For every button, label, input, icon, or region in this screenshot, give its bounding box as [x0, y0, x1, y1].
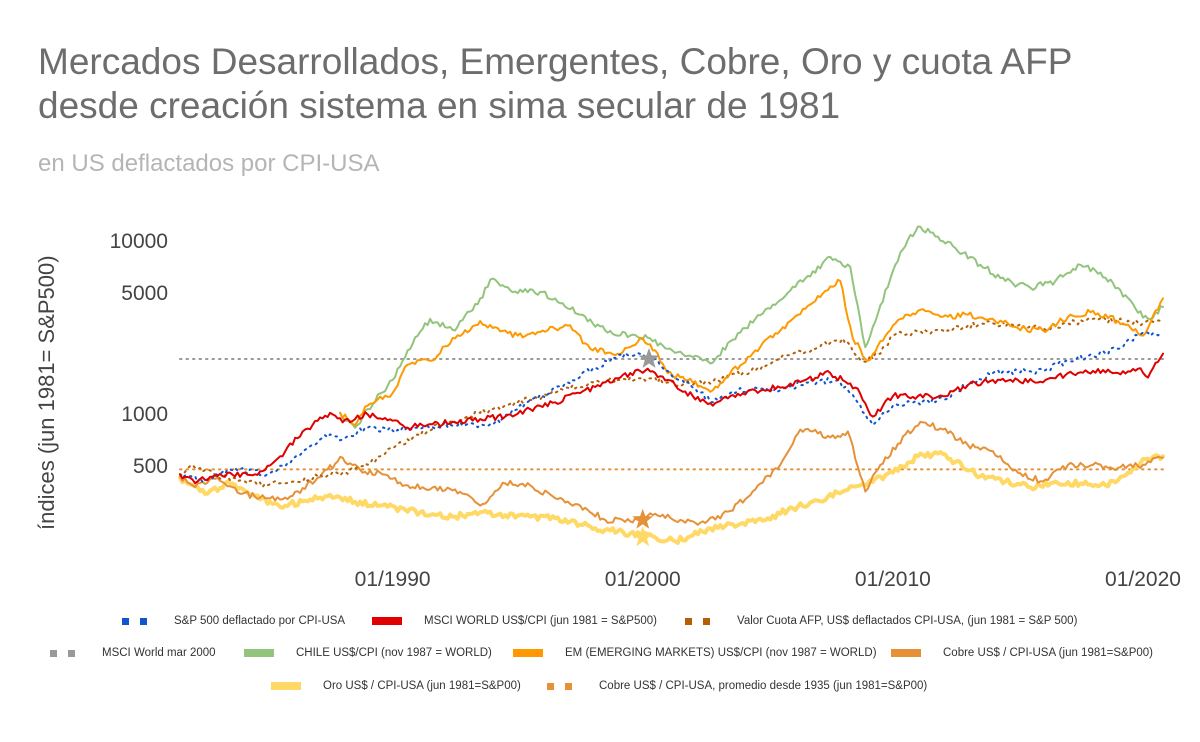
- legend-swatch: [547, 682, 577, 690]
- y-tick-label: 1000: [121, 403, 168, 426]
- legend-swatch-dot: [565, 683, 572, 690]
- x-tick-label: 01/2000: [605, 568, 681, 591]
- legend-swatch: [244, 649, 274, 657]
- legend-label: MSCI World mar 2000: [102, 647, 216, 659]
- x-tick-label: 01/2020: [1105, 568, 1181, 591]
- legend-item: MSCI World mar 2000: [50, 647, 216, 659]
- legend-label: Cobre US$ / CPI-USA, promedio desde 1935…: [599, 680, 928, 692]
- legend-label: CHILE US$/CPI (nov 1987 = WORLD): [296, 647, 492, 659]
- legend-swatch-dot: [547, 683, 554, 690]
- legend-label: Cobre US$ / CPI-USA (jun 1981=S&P00): [943, 647, 1153, 659]
- series-line-valor-cuota-afp-us-deflactados-cpi-usa-j: [179, 315, 1164, 489]
- marker-layer: [632, 348, 660, 547]
- chart-subtitle: en US deflactados por CPI-USA: [38, 150, 380, 177]
- legend-swatch: [271, 682, 301, 690]
- y-tick-label: 10000: [110, 230, 168, 253]
- legend-swatch-dot: [68, 650, 75, 657]
- legend-item: MSCI WORLD US$/CPI (jun 1981 = S&P500): [372, 615, 657, 627]
- x-tick-label: 01/2010: [855, 568, 931, 591]
- x-tick-label: 01/1990: [355, 568, 431, 591]
- legend-item: Valor Cuota AFP, US$ deflactados CPI-USA…: [685, 615, 1077, 627]
- legend-item: S&P 500 deflactado por CPI-USA: [122, 615, 345, 627]
- star-marker: [632, 526, 654, 547]
- legend-swatch-dot: [140, 618, 147, 625]
- series-line-s-p-500-deflactado-por-cpi-usa: [179, 331, 1164, 484]
- legend-item: CHILE US$/CPI (nov 1987 = WORLD): [244, 647, 492, 659]
- star-marker: [632, 508, 654, 529]
- legend-swatch-dot: [50, 650, 57, 657]
- legend-swatch: [685, 617, 715, 625]
- legend-label: S&P 500 deflactado por CPI-USA: [174, 615, 346, 627]
- legend-item: EM (EMERGING MARKETS) US$/CPI (nov 1987 …: [513, 647, 877, 659]
- legend-item: Cobre US$ / CPI-USA, promedio desde 1935…: [547, 680, 927, 692]
- series-line-em-emerging-markets-us-cpi-nov-1987-worl: [339, 278, 1164, 426]
- series-line-msci-world-us-cpi-jun-1981-s-p500: [179, 352, 1164, 485]
- x-axis-ticks: 01/1990 01/2000 01/2010 01/2020: [355, 568, 1181, 591]
- legend-label: EM (EMERGING MARKETS) US$/CPI (nov 1987 …: [565, 647, 877, 659]
- legend-label: Oro US$ / CPI-USA (jun 1981=S&P00): [323, 680, 521, 692]
- legend-label: Valor Cuota AFP, US$ deflactados CPI-USA…: [737, 615, 1078, 627]
- y-tick-label: 5000: [121, 282, 168, 305]
- y-axis-ticks: 500 1000 5000 10000: [110, 230, 168, 478]
- chart-title: Mercados Desarrollados, Emergentes, Cobr…: [38, 41, 1072, 126]
- series-line-cobre-us-cpi-usa-jun-1981-s-p00: [179, 420, 1164, 526]
- legend-swatch-dot: [685, 618, 692, 625]
- legend-swatch: [372, 617, 402, 625]
- legend-label: MSCI WORLD US$/CPI (jun 1981 = S&P500): [424, 615, 657, 627]
- star-marker: [638, 348, 660, 368]
- legend-swatch: [50, 649, 80, 657]
- series-line-chile-us-cpi-nov-1987-world: [339, 225, 1164, 429]
- legend-item: Cobre US$ / CPI-USA (jun 1981=S&P00): [891, 647, 1153, 659]
- legend-swatch-dot: [703, 618, 710, 625]
- series-line-oro-us-cpi-usa-jun-1981-s-p00: [178, 450, 1165, 545]
- legend-swatch: [891, 649, 921, 657]
- legend-swatch-dot: [122, 618, 129, 625]
- y-tick-label: 500: [133, 455, 168, 478]
- legend-swatch: [513, 649, 543, 657]
- legend-item: Oro US$ / CPI-USA (jun 1981=S&P00): [271, 680, 521, 692]
- series-layer: [178, 225, 1165, 545]
- legend-swatch: [122, 617, 152, 625]
